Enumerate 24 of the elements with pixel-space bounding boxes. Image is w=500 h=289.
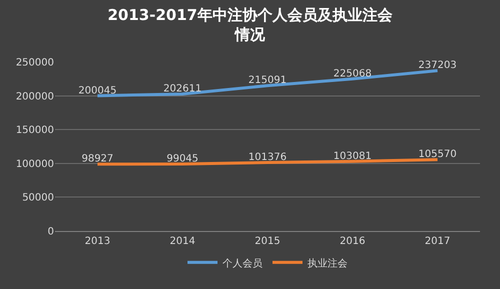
data-label: 215091 — [248, 75, 287, 86]
chart-title: 2013-2017年中注协个人会员及执业注会情况 — [108, 6, 394, 44]
data-label: 225068 — [333, 68, 372, 80]
y-tick-label: 200000 — [16, 91, 54, 102]
x-tick-label: 2014 — [170, 236, 196, 247]
y-tick-label: 150000 — [16, 125, 54, 136]
data-label: 101376 — [248, 152, 287, 163]
data-label: 200045 — [78, 85, 117, 96]
data-label: 99045 — [166, 154, 198, 165]
x-tick-label: 2015 — [254, 236, 280, 247]
data-label: 237203 — [418, 60, 457, 72]
data-label: 105570 — [418, 149, 457, 160]
legend-label: 执业注会 — [308, 257, 348, 270]
data-label: 202611 — [163, 84, 202, 95]
x-tick-label: 2013 — [84, 236, 110, 247]
x-tick-label: 2017 — [424, 236, 450, 247]
legend-label: 个人会员 — [222, 257, 262, 270]
x-tick-label: 2016 — [340, 236, 366, 247]
y-tick-label: 0 — [48, 226, 54, 238]
y-tick-label: 100000 — [16, 158, 54, 170]
data-label: 98927 — [82, 154, 114, 165]
data-label: 103081 — [333, 150, 372, 162]
y-tick-label: 50000 — [22, 192, 54, 204]
y-tick-label: 250000 — [16, 58, 54, 68]
